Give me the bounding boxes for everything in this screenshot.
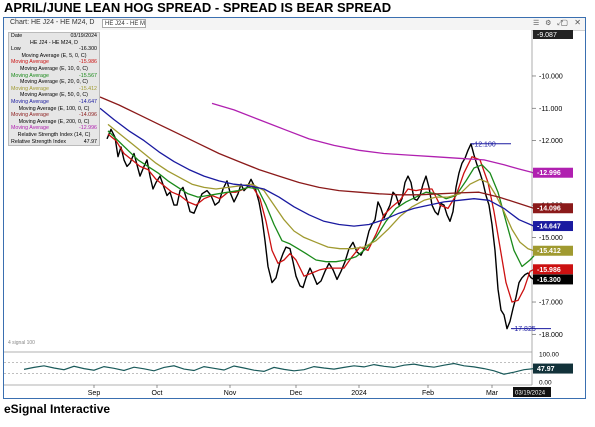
value-badge-label: -15.412: [537, 248, 561, 255]
legend-item-row: Moving Average -12.996: [11, 125, 97, 132]
top-badge: [533, 30, 573, 39]
series-line: [107, 130, 535, 268]
value-badge-label: -12.996: [537, 170, 561, 177]
symbol-input[interactable]: HE J24 - HE M: [102, 19, 146, 28]
y-tick-label: -18.000: [539, 332, 563, 339]
top-badge-label: -9.087: [537, 32, 557, 39]
legend-rsi-row: Relative Strength Index 47.97: [11, 138, 97, 145]
value-badge-label: -14.647: [537, 224, 561, 231]
legend-item-row: Moving Average -15.567: [11, 72, 97, 79]
legend-low-row: Low -16.300: [11, 46, 97, 53]
x-tick-label: Sep: [88, 390, 101, 397]
rsi-line: [23, 362, 535, 375]
lower-left-note: 4 signal 100: [8, 340, 35, 346]
chart-label: Chart: HE J24 - HE M24, D: [10, 19, 95, 26]
legend-item-head: Moving Average (E, 100, 0, C): [18, 105, 90, 112]
toolbar-icons[interactable]: ☰ ⚙ ⤢: [532, 20, 565, 27]
y-tick-label: -10.000: [539, 73, 563, 80]
x-tick-label: Feb: [422, 390, 434, 397]
y-tick-label: -15.000: [539, 235, 563, 242]
legend-date-row: Date 03/19/2024: [11, 33, 97, 39]
legend-item-head: Moving Average (E, 5, 0, C): [21, 52, 87, 59]
legend-symbol-row: HE J24 - HE M24, D: [30, 39, 78, 46]
legend-item-row: Moving Average -15.986: [11, 59, 97, 66]
series-line: [99, 107, 535, 227]
value-badge: [533, 274, 573, 285]
x-tick-label: Oct: [152, 390, 163, 397]
window-controls[interactable]: ▢ ✕: [560, 18, 583, 27]
rsi-tick-label: 100.00: [539, 352, 559, 359]
y-tick-label: -12.000: [539, 138, 563, 145]
value-badge-label: -15.986: [537, 267, 561, 274]
legend-item-head: Moving Average (E, 20, 0, C): [20, 79, 88, 86]
rsi-tick-label: 0.00: [539, 380, 552, 387]
y-tick-label: -17.000: [539, 300, 563, 307]
rsi-value-label: 47.97: [537, 366, 555, 373]
value-badge-label: -16.300: [537, 277, 561, 284]
chart-title: APRIL/JUNE LEAN HOG SPREAD - SPREAD IS B…: [4, 0, 392, 15]
series-line: [107, 133, 535, 303]
legend-items: Moving Average (E, 5, 0, C) Moving Averag…: [9, 53, 99, 132]
y-tick-label: -11.000: [539, 106, 562, 113]
value-badge-label: -14.096: [537, 206, 561, 213]
annotation-label: -17.825: [512, 326, 536, 333]
x-tick-label: 2024: [351, 390, 367, 397]
x-tick-label: Mar: [486, 390, 499, 397]
series-line: [99, 96, 535, 210]
legend-rsi-head: Relative Strength Index (14, C): [17, 131, 91, 138]
value-badge: [533, 221, 573, 232]
legend-item-row: Moving Average -14.096: [11, 112, 97, 119]
series-line: [106, 128, 535, 330]
value-badge: [533, 167, 573, 178]
x-tick-label: Dec: [290, 390, 303, 397]
annotation-label: -12.100: [472, 141, 496, 148]
legend-panel: Date 03/19/2024 HE J24 - HE M24, D Low -…: [8, 32, 100, 147]
value-badge: [533, 245, 573, 256]
footer-credit: eSignal Interactive: [4, 402, 111, 416]
date-badge: [513, 387, 551, 397]
legend-item-row: Moving Average -14.647: [11, 98, 97, 105]
date-badge-label: 03/19/2024: [515, 391, 546, 397]
series-line: [107, 123, 535, 252]
series-line: [211, 102, 535, 174]
chart-window: Chart: HE J24 - HE M24, D HE J24 - HE M …: [3, 17, 586, 399]
x-tick-label: Nov: [224, 390, 237, 397]
legend-item-head: Moving Average (E, 50, 0, C): [20, 92, 88, 99]
value-badge: [533, 264, 573, 275]
legend-item-head: Moving Average (E, 200, 0, C): [18, 118, 90, 125]
rsi-value-badge: [533, 363, 573, 374]
value-badge: [533, 203, 573, 214]
legend-item-head: Moving Average (E, 10, 0, C): [20, 65, 88, 72]
legend-item-row: Moving Average -15.412: [11, 85, 97, 92]
